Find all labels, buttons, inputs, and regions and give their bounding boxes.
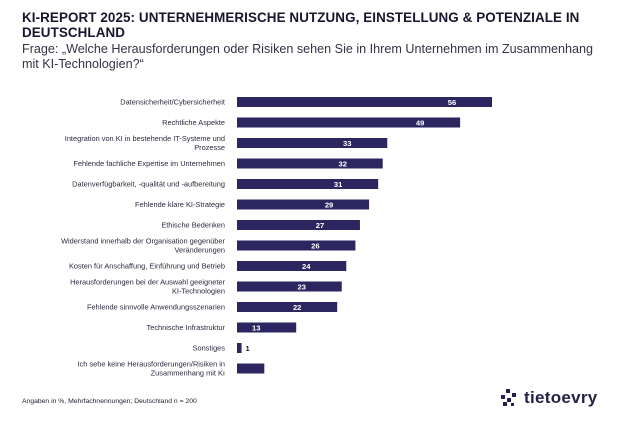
footnote: Angaben in %, Mehrfachnennungen; Deutsch… (22, 398, 197, 405)
category-label: KI-Technologien (172, 287, 225, 296)
value-label: 13 (252, 323, 260, 332)
value-label: 49 (416, 118, 424, 127)
category-label: Widerstand innerhalb der Organisation ge… (61, 237, 225, 246)
page-title: KI-REPORT 2025: UNTERNEHMERISCHE NUTZUNG… (22, 10, 580, 40)
category-label: Fehlende fachliche Expertise im Unterneh… (73, 159, 225, 168)
category-label: Ich sehe keine Herausforderungen/Risiken… (78, 360, 226, 369)
bar (237, 179, 379, 189)
bar (237, 138, 388, 148)
bar (237, 220, 360, 230)
value-label: 33 (343, 139, 351, 148)
bar (237, 281, 342, 292)
value-label: 1 (246, 344, 251, 353)
bar (237, 240, 356, 251)
category-label: Technische Infrastruktur (147, 323, 226, 332)
brand-logo: tietoevry (500, 388, 598, 408)
bar (237, 261, 347, 271)
category-label: Datenverfügbarkeit, -qualität und -aufbe… (72, 180, 225, 189)
bar (237, 158, 383, 169)
category-label: Ethische Bedenken (161, 221, 225, 230)
category-label: Prozesse (194, 143, 225, 152)
bar (237, 363, 265, 374)
value-label: 29 (325, 200, 333, 209)
category-label: Rechtliche Aspekte (162, 118, 225, 127)
pixel-dots-icon (501, 389, 516, 406)
category-label: Datensicherheit/Cybersicherheit (120, 98, 225, 107)
brand-name: tietoevry (524, 388, 598, 407)
category-label: Fehlende sinnvolle Anwendungsszenarien (87, 303, 225, 312)
value-label: 27 (316, 221, 324, 230)
value-label: 32 (338, 159, 346, 168)
bar (237, 199, 370, 210)
value-label: 56 (448, 98, 456, 107)
value-label: 22 (293, 303, 301, 312)
category-label: Integration von KI in bestehende IT-Syst… (65, 134, 225, 143)
bar (237, 302, 338, 312)
value-label: 24 (302, 262, 311, 271)
category-label: Herausforderungen bei der Auswahl geeign… (70, 278, 225, 287)
bar (237, 117, 461, 128)
category-label: Kosten für Anschaffung, Einführung und B… (69, 262, 225, 271)
value-label: 6 (222, 364, 226, 373)
bar (237, 343, 242, 353)
value-label: 26 (311, 241, 319, 250)
category-label: Fehlende klare KI-Strategie (135, 200, 225, 209)
category-label: Zusammenhang mit KI (151, 369, 225, 378)
survey-question: Frage: „Welche Herausforderungen oder Ri… (22, 42, 593, 71)
value-label: 31 (334, 180, 343, 189)
bar (237, 322, 297, 333)
category-label: Sonstiges (193, 344, 226, 353)
category-label: Veränderungen (174, 246, 225, 255)
value-label: 23 (298, 282, 306, 291)
bar (237, 97, 492, 107)
